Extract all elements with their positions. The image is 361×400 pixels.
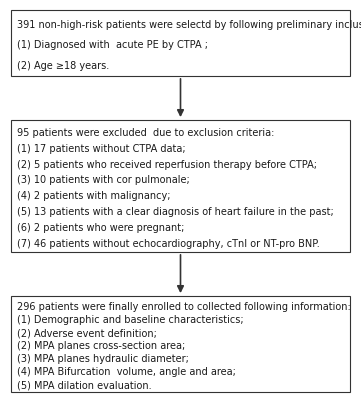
Text: (4) MPA Bifurcation  volume, angle and area;: (4) MPA Bifurcation volume, angle and ar… [17,368,236,378]
Text: (5) 13 patients with a clear diagnosis of heart failure in the past;: (5) 13 patients with a clear diagnosis o… [17,207,334,217]
Text: 391 non-high-risk patients were selectd by following preliminary inclusion crite: 391 non-high-risk patients were selectd … [17,20,361,30]
Text: (2) Age ≥18 years.: (2) Age ≥18 years. [17,61,110,71]
Text: (3) 10 patients with cor pulmonale;: (3) 10 patients with cor pulmonale; [17,176,190,186]
Text: (4) 2 patients with malignancy;: (4) 2 patients with malignancy; [17,191,171,201]
Text: (2) Adverse event definition;: (2) Adverse event definition; [17,328,157,338]
Text: 296 patients were finally enrolled to collected following information:: 296 patients were finally enrolled to co… [17,302,351,312]
Text: (7) 46 patients without echocardiography, cTnI or NT-pro BNP.: (7) 46 patients without echocardiography… [17,239,320,249]
Text: (1) 17 patients without CTPA data;: (1) 17 patients without CTPA data; [17,144,186,154]
Text: (1) Diagnosed with  acute PE by CTPA ;: (1) Diagnosed with acute PE by CTPA ; [17,40,208,50]
Text: (1) Demographic and baseline characteristics;: (1) Demographic and baseline characteris… [17,315,244,325]
FancyBboxPatch shape [11,10,350,76]
Text: 95 patients were excluded  due to exclusion criteria:: 95 patients were excluded due to exclusi… [17,128,275,138]
Text: (3) MPA planes hydraulic diameter;: (3) MPA planes hydraulic diameter; [17,354,189,364]
FancyBboxPatch shape [11,296,350,392]
Text: (5) MPA dilation evaluation.: (5) MPA dilation evaluation. [17,380,152,390]
Text: (2) MPA planes cross-section area;: (2) MPA planes cross-section area; [17,341,186,351]
FancyBboxPatch shape [11,120,350,252]
Text: (6) 2 patients who were pregnant;: (6) 2 patients who were pregnant; [17,223,185,233]
Text: (2) 5 patients who received reperfusion therapy before CTPA;: (2) 5 patients who received reperfusion … [17,160,317,170]
